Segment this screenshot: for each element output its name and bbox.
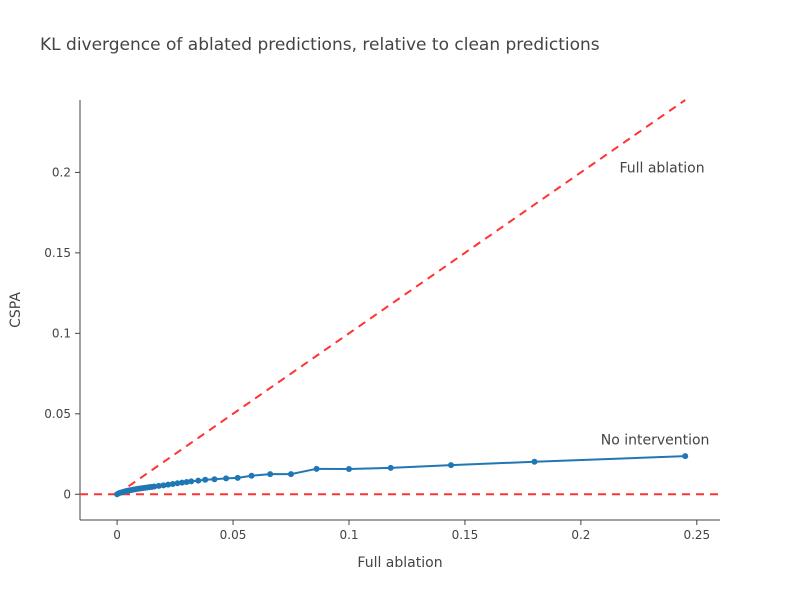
data-point <box>202 476 209 483</box>
data-point <box>165 481 172 488</box>
data-point <box>151 483 158 490</box>
y-tick-label: 0 <box>63 487 71 501</box>
series-layer <box>114 453 689 498</box>
data-point <box>267 471 274 478</box>
data-point <box>174 480 181 487</box>
data-point <box>179 479 186 486</box>
data-point <box>345 465 352 472</box>
data-point <box>387 464 394 471</box>
data-point <box>183 479 190 486</box>
x-tick-label: 0.2 <box>571 528 590 542</box>
data-point <box>682 453 689 460</box>
x-tick-label: 0.15 <box>452 528 479 542</box>
data-point <box>188 478 195 485</box>
annotations: Full ablation No intervention <box>601 160 710 448</box>
data-point <box>248 472 255 479</box>
x-tick-label: 0.25 <box>683 528 710 542</box>
data-point <box>195 477 202 484</box>
data-point <box>531 458 538 465</box>
data-point <box>160 482 167 489</box>
data-point <box>169 480 176 487</box>
y-axis-label: CSPA <box>8 292 24 328</box>
diagonal-reference-line <box>116 99 686 496</box>
reference-lines <box>80 99 720 496</box>
annotation-label: Full ablation <box>619 160 704 176</box>
x-tick-label: 0.1 <box>339 528 358 542</box>
data-point <box>288 471 295 478</box>
series-line <box>116 455 686 496</box>
chart-title: KL divergence of ablated predictions, re… <box>40 35 600 55</box>
data-point <box>448 462 455 469</box>
y-tick-label: 0.2 <box>52 165 71 179</box>
x-axis-label: Full ablation <box>357 555 442 571</box>
axes: 0 0.05 0.1 0.15 0.2 0.25 0 0.05 0.1 0.15 0.2 <box>44 100 720 542</box>
x-tick-label: 0 <box>113 528 121 542</box>
data-point <box>223 475 230 482</box>
annotation-label: No intervention <box>601 432 710 448</box>
data-point <box>313 465 320 472</box>
x-tick-label: 0.05 <box>220 528 247 542</box>
y-tick-label: 0.1 <box>52 326 71 340</box>
data-point <box>234 474 241 481</box>
y-tick-label: 0.15 <box>44 246 71 260</box>
data-point <box>211 476 218 483</box>
data-point <box>155 482 162 489</box>
y-tick-label: 0.05 <box>44 407 71 421</box>
